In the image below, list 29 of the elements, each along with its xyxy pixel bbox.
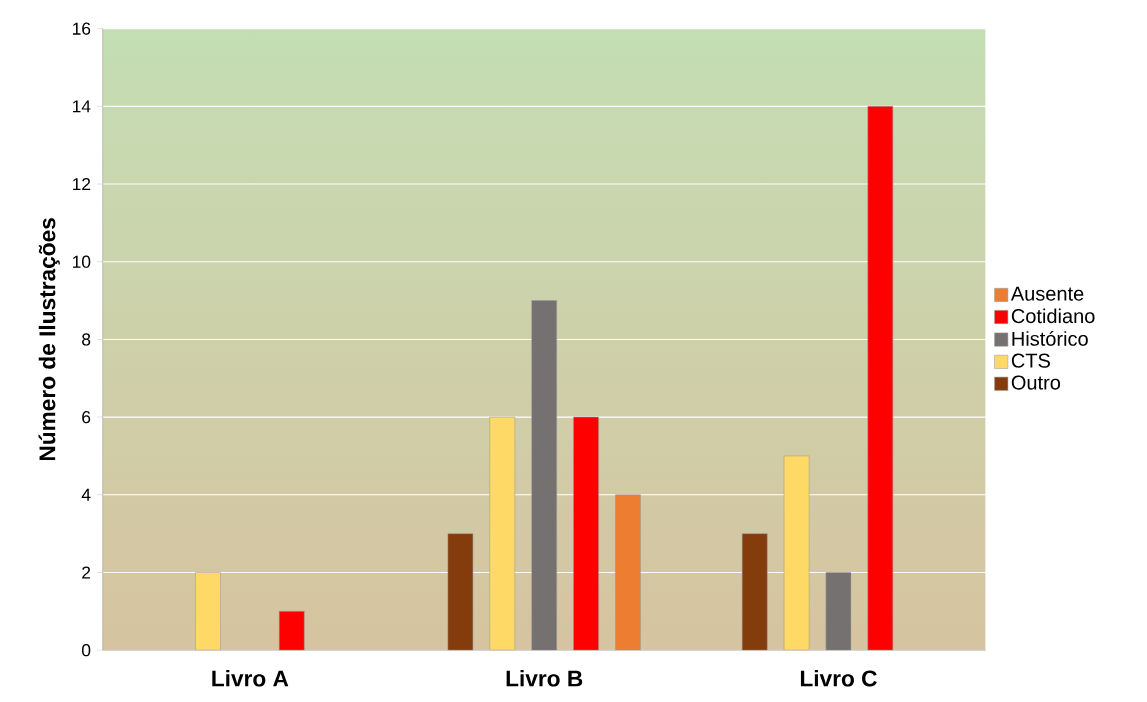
y-tick-label: 0 [81, 643, 91, 657]
legend-label: Cotidiano [1011, 308, 1095, 324]
bar [741, 533, 768, 651]
y-tick-label: 2 [82, 566, 91, 579]
legend-label: CTS [1011, 353, 1050, 368]
y-tick-label: 14 [73, 100, 91, 113]
x-tick-label: Livro B [506, 669, 583, 687]
bar [278, 610, 305, 651]
y-tick-label: 6 [82, 410, 91, 424]
bar [615, 494, 641, 651]
x-tick-label: Livro A [212, 669, 289, 687]
legend-label: Outro [1011, 375, 1061, 390]
legend-label: Histórico [1012, 330, 1088, 346]
bar [573, 416, 599, 651]
y-tick-label: 12 [73, 177, 91, 190]
y-tick-label: 16 [73, 22, 91, 35]
bar [783, 455, 810, 651]
bar [825, 572, 852, 651]
y-tick-label: 10 [73, 255, 91, 268]
y-tick-label: 4 [81, 488, 91, 501]
bar [867, 105, 894, 651]
bar [195, 572, 221, 651]
bar [489, 416, 516, 651]
legend-label: Ausente [1010, 286, 1084, 301]
y-axis-title: Número de Ilustrações [38, 218, 60, 461]
bar [447, 533, 474, 651]
y-tick-label: 8 [82, 333, 91, 346]
bar [531, 300, 557, 651]
x-tick-label: Livro C [800, 669, 877, 687]
